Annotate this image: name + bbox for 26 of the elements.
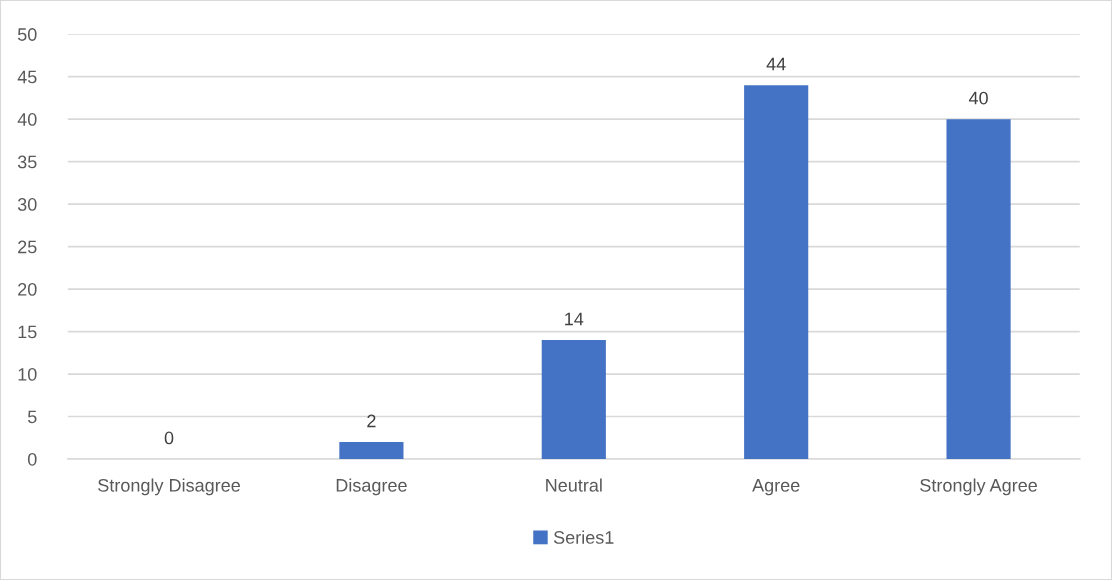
y-tick-label: 10 <box>18 367 37 381</box>
data-label: 40 <box>968 91 988 105</box>
y-tick-label: 35 <box>17 155 37 169</box>
data-label: 0 <box>164 431 174 445</box>
bar <box>339 442 404 460</box>
y-tick-label: 20 <box>18 283 37 296</box>
data-label: 14 <box>565 312 584 326</box>
y-tick-label: 0 <box>27 452 37 466</box>
y-tick-label: 40 <box>17 113 37 126</box>
bar <box>541 340 606 460</box>
data-label: 44 <box>766 57 786 71</box>
y-tick-label: 15 <box>18 325 37 339</box>
y-tick-label: 5 <box>27 410 37 424</box>
y-tick-label: 50 <box>17 28 37 41</box>
y-tick-label: 45 <box>17 70 37 84</box>
x-tick-label: Neutral <box>546 478 602 492</box>
data-label: 2 <box>367 414 376 428</box>
legend-label: Series1 <box>553 530 614 544</box>
y-tick-label: 25 <box>18 240 37 254</box>
x-tick-label: Strongly Disagree <box>98 478 240 496</box>
y-tick-label: 30 <box>17 198 37 211</box>
x-tick-label: Disagree <box>336 478 407 496</box>
bar <box>946 119 1011 460</box>
bar <box>744 85 809 460</box>
x-tick-label: Agree <box>752 479 800 496</box>
x-tick-label: Strongly Agree <box>920 478 1037 496</box>
